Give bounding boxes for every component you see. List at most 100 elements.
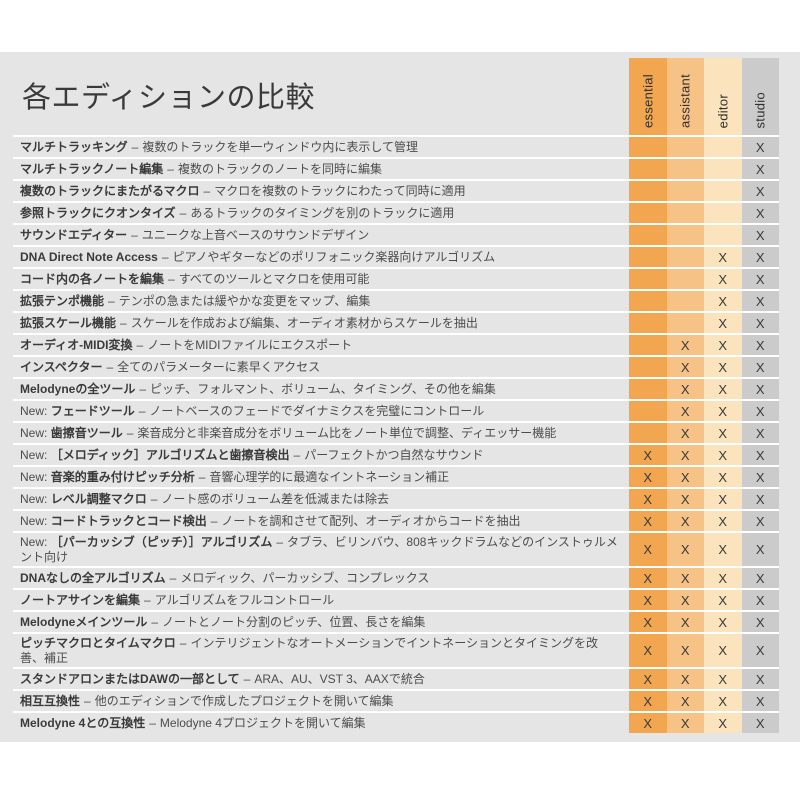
cell-assistant [666,137,704,157]
cell-studio: X [741,269,779,289]
edition-header-label: essential [640,73,656,128]
included-mark: X [718,315,728,331]
cell-editor [704,225,742,245]
included-mark: X [643,592,653,608]
cell-assistant: X [666,401,704,421]
feature-text: DNAなしの全アルゴリズム – メロディック、パーカッシブ、コンプレックス [20,571,429,586]
cell-studio: X [741,634,779,667]
feature-text: コード内の各ノートを編集 – すべてのツールとマクロを使用可能 [20,272,369,287]
cell-editor: X [704,291,742,311]
included-mark: X [755,381,765,397]
cell-essential: X [629,634,667,667]
feature-label: マルチトラッキング – 複数のトラックを単一ウィンドウ内に表示して管理 [13,137,629,157]
feature-name: Melodyne 4との互換性 [20,715,146,730]
cell-editor: X [704,713,742,733]
feature-text: New: ［パーカッシブ（ピッチ）］アルゴリズム – タブラ、ビリンバウ、808キッ… [20,535,621,564]
cell-editor: X [704,247,742,267]
cell-studio: X [741,203,779,223]
included-mark: X [755,715,765,731]
included-mark: X [755,183,765,199]
included-mark: X [718,359,728,375]
cell-assistant: X [666,335,704,355]
name-desc-separator: – [149,715,156,730]
cell-studio: X [741,423,779,443]
cell-studio: X [741,379,779,399]
feature-text: サウンドエディター – ユニークな上音ベースのサウンドデザイン [20,228,369,243]
included-mark: X [680,592,690,608]
edition-header-studio: studio [741,58,779,135]
cell-assistant: X [666,669,704,689]
cell-studio: X [741,335,779,355]
cell-essential: X [629,445,667,465]
cell-essential: X [629,669,667,689]
feature-name: インスペクター [20,359,103,374]
cell-assistant [666,291,704,311]
page-title: 各エディションの比較 [22,82,315,114]
cell-essential: X [629,568,667,588]
feature-name: DNA Direct Note Access [20,249,158,264]
feature-row: Melodyneメインツール – ノートとノート分割のピッチ、位置、長さを編集 X X X… [13,610,779,632]
included-mark: X [680,614,690,630]
feature-description: 音響心理学的に最適なイントネーション補正 [209,469,450,484]
cell-essential: X [629,511,667,531]
included-mark: X [718,614,728,630]
included-mark: X [643,614,653,630]
cell-assistant [666,225,704,245]
cell-editor [704,137,742,157]
cell-studio: X [741,445,779,465]
feature-label: DNAなしの全アルゴリズム – メロディック、パーカッシブ、コンプレックス [13,568,629,588]
feature-text: 拡張テンポ機能 – テンポの急または緩やかな変更をマップ、編集 [20,294,370,309]
cell-essential [629,181,667,201]
cell-editor: X [704,669,742,689]
cell-editor: X [704,634,742,667]
name-desc-separator: – [120,315,127,330]
feature-row: マルチトラックノート編集 – 複数のトラックのノートを同時に編集 X [13,157,779,179]
name-desc-separator: – [293,447,301,462]
feature-description: あるトラックのタイミングを別のトラックに適用 [190,205,455,220]
cell-essential [629,357,667,377]
new-prefix: New: [20,535,51,549]
included-mark: X [643,491,653,507]
included-mark: X [755,447,765,463]
feature-label: オーディオ-MIDI変換 – ノートをMIDIファイルにエクスポート [13,335,629,355]
feature-description: ARA、AU、VST 3、AAXで統合 [254,671,425,686]
cell-editor: X [704,357,742,377]
included-mark: X [643,715,653,731]
feature-name: ［メロディック］アルゴリズムと歯擦音検出 [50,447,290,462]
feature-description: ピアノやギターなどのポリフォニック楽器向けアルゴリズム [172,249,496,264]
feature-description: 複数のトラックを単一ウィンドウ内に表示して管理 [142,139,418,154]
included-mark: X [680,693,690,709]
feature-row: New: 歯擦音ツール – 楽音成分と非楽音成分をボリューム比をノート単位で調整、デ… [13,421,779,443]
cell-editor [704,181,742,201]
included-mark: X [718,403,728,419]
included-mark: X [643,693,653,709]
feature-text: マルチトラッキング – 複数のトラックを単一ウィンドウ内に表示して管理 [20,140,418,155]
cell-essential [629,291,667,311]
cell-editor: X [704,445,742,465]
included-mark: X [755,271,765,287]
included-mark: X [718,513,728,529]
included-mark: X [680,447,690,463]
feature-description: アルゴリズムをフルコントロール [154,592,335,607]
included-mark: X [755,614,765,630]
included-mark: X [643,469,653,485]
cell-assistant: X [666,511,704,531]
feature-description: ノート感のボリューム差を低減または除去 [161,491,390,506]
cell-editor: X [704,379,742,399]
included-mark: X [718,249,728,265]
feature-description: ピッチ、フォルマント、ボリューム、タイミング、その他を編集 [150,381,496,396]
included-mark: X [718,693,728,709]
name-desc-separator: – [169,570,177,585]
new-prefix: New: [20,491,51,506]
name-desc-separator: – [168,271,175,286]
feature-name: 歯擦音ツール [50,425,123,440]
cell-studio: X [741,137,779,157]
name-desc-separator: – [203,183,211,198]
edition-header-essential: essential [629,58,667,135]
feature-text: New: コードトラックとコード検出 – ノートを調和させて配列、オーディオからコー… [20,514,521,529]
name-desc-separator: – [179,205,187,220]
name-desc-separator: – [138,403,146,418]
included-mark: X [718,293,728,309]
feature-description: スケールを作成および編集、オーディオ素材からスケールを抽出 [130,315,478,330]
cell-studio: X [741,511,779,531]
